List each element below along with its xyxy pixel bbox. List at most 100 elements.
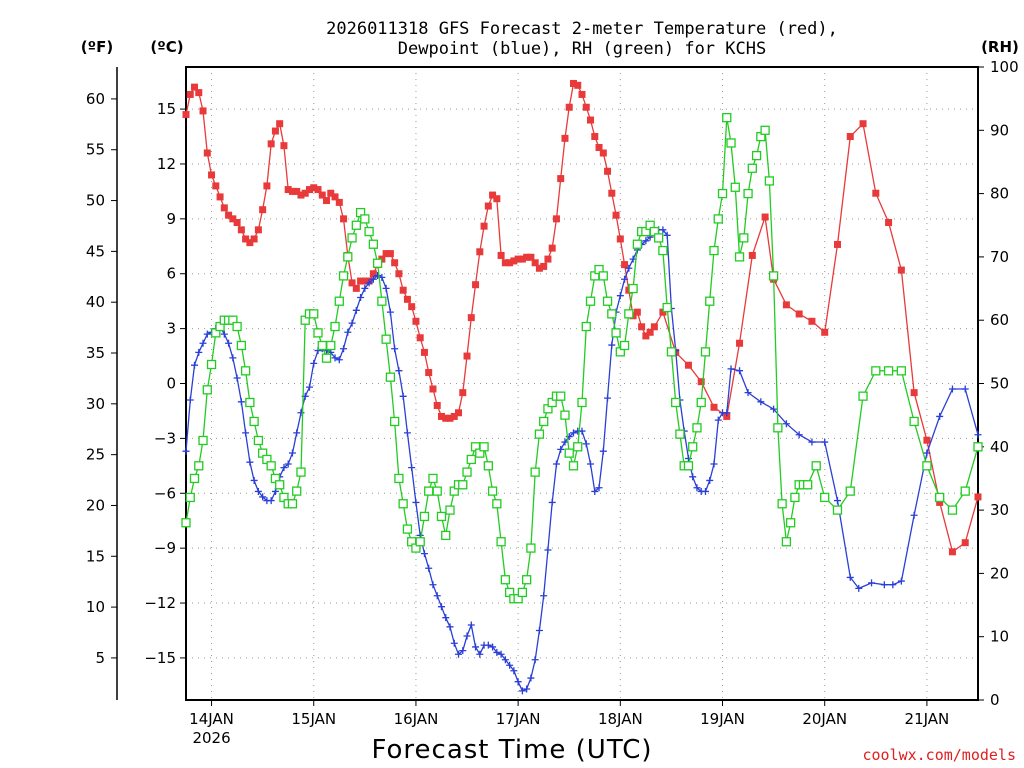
dewpoint-point <box>595 484 603 492</box>
temperature-point <box>369 270 377 278</box>
rh-point <box>811 461 821 471</box>
fahrenheit-tick-label: 20 <box>86 496 105 514</box>
temperature-point <box>352 284 360 292</box>
rh-tick-label: 50 <box>990 375 1009 393</box>
temperature-point <box>403 295 411 303</box>
rh-point <box>935 492 945 503</box>
dewpoint-point <box>587 460 595 468</box>
dewpoint-point <box>689 473 697 481</box>
rh-point <box>296 467 306 477</box>
rh-point <box>483 461 493 471</box>
credit-link[interactable]: coolwx.com/models <box>862 746 1016 764</box>
temperature-point <box>540 262 548 270</box>
fahrenheit-unit-label: (ºF) <box>81 38 113 56</box>
dewpoint-point <box>557 445 565 453</box>
rh-point <box>598 271 608 281</box>
dewpoint-point <box>297 409 305 417</box>
temperature-point <box>578 90 586 98</box>
rh-point <box>530 467 540 477</box>
temperature-point <box>284 186 292 194</box>
dewpoint-point <box>467 621 475 629</box>
dewpoint-point <box>374 272 382 280</box>
temperature-point <box>246 239 254 247</box>
dewpoint-point <box>220 330 228 338</box>
temperature-point <box>425 369 433 377</box>
dewpoint-point <box>736 367 744 375</box>
temperature-point <box>276 120 284 128</box>
dewpoint-point <box>254 487 262 495</box>
rh-tick-label: 100 <box>990 58 1019 76</box>
dewpoint-point <box>348 319 356 327</box>
temperature-point <box>186 90 194 98</box>
temperature-point <box>518 255 526 263</box>
dewpoint-point <box>408 464 416 472</box>
dewpoint-point <box>288 449 296 457</box>
temperature-point <box>259 206 267 214</box>
rh-point <box>671 397 681 408</box>
dewpoint-point <box>795 431 803 439</box>
rh-point <box>253 435 264 446</box>
dewpoint-point <box>868 579 876 587</box>
rh-point <box>909 416 919 427</box>
dewpoint-point <box>484 641 492 649</box>
temperature-point <box>225 211 233 219</box>
temperature-point <box>408 303 416 311</box>
dewpoint-point <box>382 284 390 292</box>
dewpoint-point <box>463 632 471 640</box>
temperature-point <box>472 281 480 289</box>
fahrenheit-tick-label: 45 <box>86 242 105 260</box>
temperature-point <box>808 317 816 325</box>
dewpoint-point <box>757 398 765 406</box>
rh-point <box>338 271 349 281</box>
dewpoint-point <box>497 650 505 658</box>
dewpoint-point <box>621 275 629 283</box>
dewpoint-point <box>455 650 463 658</box>
dewpoint-point <box>608 341 616 349</box>
data-series <box>181 79 983 695</box>
dewpoint-point <box>237 398 245 406</box>
temperature-point <box>357 277 365 285</box>
temperature-point <box>305 186 313 194</box>
rh-point <box>500 575 511 585</box>
temperature-point <box>314 186 322 194</box>
dewpoint-point <box>514 678 522 686</box>
rh-tick-label: 60 <box>990 311 1009 329</box>
temperature-point <box>242 235 250 243</box>
rh-point <box>539 416 549 427</box>
temperature-point <box>263 182 271 190</box>
rh-point <box>581 321 591 332</box>
rh-point <box>653 233 664 243</box>
rh-point <box>351 220 361 230</box>
dewpoint-point <box>284 460 292 468</box>
temperature-point <box>552 215 560 223</box>
temperature-point <box>229 215 237 223</box>
dewpoint-point <box>548 498 556 506</box>
dewpoint-point <box>506 661 514 669</box>
rh-point <box>688 442 698 452</box>
temperature-point <box>514 255 522 263</box>
rh-point <box>343 252 353 262</box>
temperature-point <box>859 120 867 128</box>
dewpoint-point <box>186 396 194 404</box>
x-tick-label: 21JAN <box>905 710 950 728</box>
temperature-point <box>271 127 279 135</box>
temperature-point <box>638 323 646 331</box>
dewpoint-point <box>948 385 956 393</box>
temperature-point <box>480 222 488 230</box>
temperature-point <box>574 81 582 89</box>
temperature-point <box>446 414 454 422</box>
rh-point <box>364 226 374 237</box>
rh-point <box>666 347 677 357</box>
rh-point <box>487 486 498 496</box>
temperature-point <box>182 111 190 119</box>
temperature-point <box>795 310 803 318</box>
rh-point <box>764 176 775 186</box>
rh-point <box>441 530 451 541</box>
temperature-point <box>195 89 203 97</box>
dewpoint-point <box>399 392 407 400</box>
temperature-point <box>501 259 509 267</box>
dewpoint-point <box>344 328 352 336</box>
dewpoint-point <box>714 416 722 424</box>
celsius-tick-label: 3 <box>166 320 176 338</box>
dewpoint-point <box>335 356 343 364</box>
